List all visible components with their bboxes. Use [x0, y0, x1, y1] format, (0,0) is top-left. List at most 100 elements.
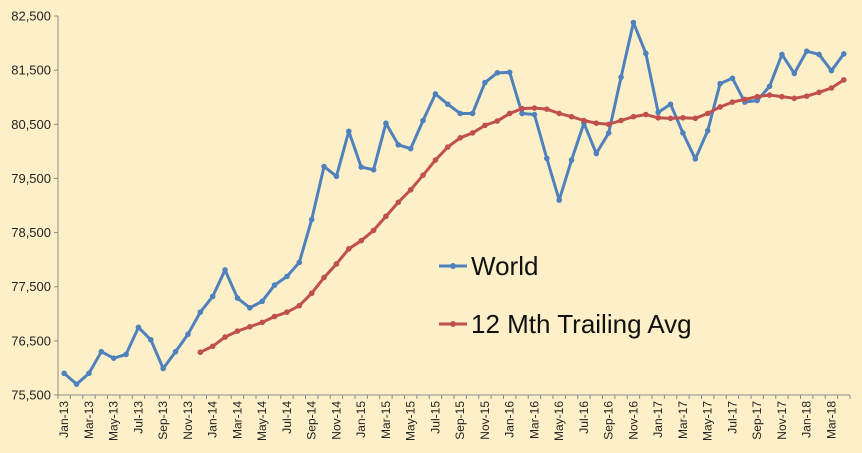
- data-point: [630, 19, 637, 26]
- data-point: [605, 121, 612, 128]
- data-point: [643, 50, 649, 57]
- x-tick-label: Jan-16: [503, 401, 517, 438]
- data-point: [209, 293, 216, 300]
- data-point: [395, 142, 402, 148]
- data-point: [531, 105, 538, 111]
- data-point: [445, 144, 451, 150]
- data-point: [308, 290, 315, 297]
- data-point: [296, 259, 303, 266]
- x-tick-label: Sep-16: [602, 401, 616, 440]
- data-point: [828, 67, 835, 74]
- x-tick-label: Jan-14: [206, 401, 220, 438]
- x-tick-label: Nov-16: [626, 401, 640, 440]
- data-point: [643, 111, 649, 118]
- x-tick-label: Jul-13: [131, 401, 145, 434]
- data-point: [482, 79, 488, 86]
- data-point: [185, 331, 191, 338]
- data-point: [370, 166, 377, 173]
- x-tick-label: Mar-18: [824, 401, 838, 439]
- data-point: [247, 323, 253, 330]
- data-point: [209, 343, 216, 350]
- data-point: [457, 110, 463, 117]
- data-point: [123, 351, 129, 358]
- data-point: [717, 104, 723, 110]
- data-point: [779, 51, 785, 58]
- data-point: [160, 365, 166, 372]
- data-point: [494, 70, 501, 76]
- data-point: [98, 348, 105, 355]
- data-point: [618, 117, 624, 124]
- series-0: [61, 19, 847, 387]
- data-point: [803, 93, 810, 99]
- data-point: [593, 150, 600, 157]
- x-tick-label: Sep-17: [750, 401, 764, 440]
- x-axis-ticks: Jan-13 Mar-13 May-13 Jul-13 Sep-13 Nov-13 Jan-…: [57, 395, 851, 441]
- data-point: [742, 96, 748, 103]
- data-point: [680, 130, 686, 136]
- data-point: [420, 172, 426, 178]
- y-tick-label: 77,500: [11, 279, 51, 294]
- data-point: [247, 305, 253, 311]
- data-point: [803, 48, 810, 54]
- data-point: [234, 295, 241, 301]
- data-point: [432, 91, 439, 97]
- legend-marker: [450, 321, 456, 327]
- y-tick-label: 79,500: [11, 171, 51, 186]
- data-point: [222, 267, 228, 273]
- data-point: [197, 309, 204, 315]
- y-tick-label: 76,500: [11, 333, 51, 348]
- data-point: [469, 130, 476, 136]
- y-axis-ticks: 75,500 76,500 77,500 78,500 79,500 80,500 81,5…: [11, 9, 58, 403]
- data-point: [61, 370, 67, 377]
- data-point: [791, 95, 798, 102]
- x-tick-label: Nov-14: [329, 401, 343, 440]
- x-tick-label: May-13: [107, 401, 121, 441]
- x-tick-label: Sep-15: [453, 401, 467, 440]
- data-point: [841, 51, 847, 57]
- data-point: [655, 114, 661, 121]
- data-point: [556, 110, 562, 117]
- data-point: [445, 101, 451, 108]
- data-point: [148, 336, 154, 343]
- legend-marker: [450, 263, 456, 269]
- y-tick-label: 75,500: [11, 388, 51, 403]
- data-point: [519, 110, 525, 117]
- data-point: [271, 282, 278, 288]
- data-point: [346, 128, 352, 135]
- data-point: [73, 381, 80, 387]
- data-point: [395, 199, 402, 206]
- x-tick-label: Mar-13: [82, 401, 96, 439]
- data-point: [469, 110, 476, 117]
- data-point: [766, 83, 773, 90]
- x-tick-label: Nov-13: [181, 401, 195, 440]
- data-point: [86, 370, 92, 377]
- x-tick-label: May-14: [255, 401, 269, 441]
- data-point: [494, 118, 501, 124]
- data-point: [457, 135, 463, 141]
- data-point: [692, 115, 699, 122]
- data-point: [197, 349, 204, 356]
- data-point: [680, 114, 686, 121]
- data-point: [766, 92, 773, 98]
- x-tick-label: May-16: [552, 401, 566, 441]
- x-tick-label: Jan-18: [800, 401, 814, 438]
- data-point: [692, 156, 699, 162]
- data-point: [779, 93, 785, 100]
- data-point: [618, 74, 624, 80]
- x-tick-label: Sep-13: [156, 401, 170, 440]
- x-tick-label: Jul-17: [725, 401, 739, 434]
- data-point: [284, 309, 290, 315]
- data-point: [544, 106, 550, 112]
- data-point: [420, 117, 426, 124]
- data-point: [482, 122, 488, 129]
- series-line: [63, 21, 846, 386]
- y-tick-label: 78,500: [11, 225, 51, 240]
- data-point: [593, 120, 600, 127]
- data-point: [605, 130, 612, 136]
- data-point: [370, 227, 377, 234]
- series-layer: [61, 19, 847, 387]
- data-point: [284, 273, 290, 280]
- data-point: [568, 157, 575, 163]
- data-point: [135, 324, 142, 331]
- data-point: [816, 89, 822, 96]
